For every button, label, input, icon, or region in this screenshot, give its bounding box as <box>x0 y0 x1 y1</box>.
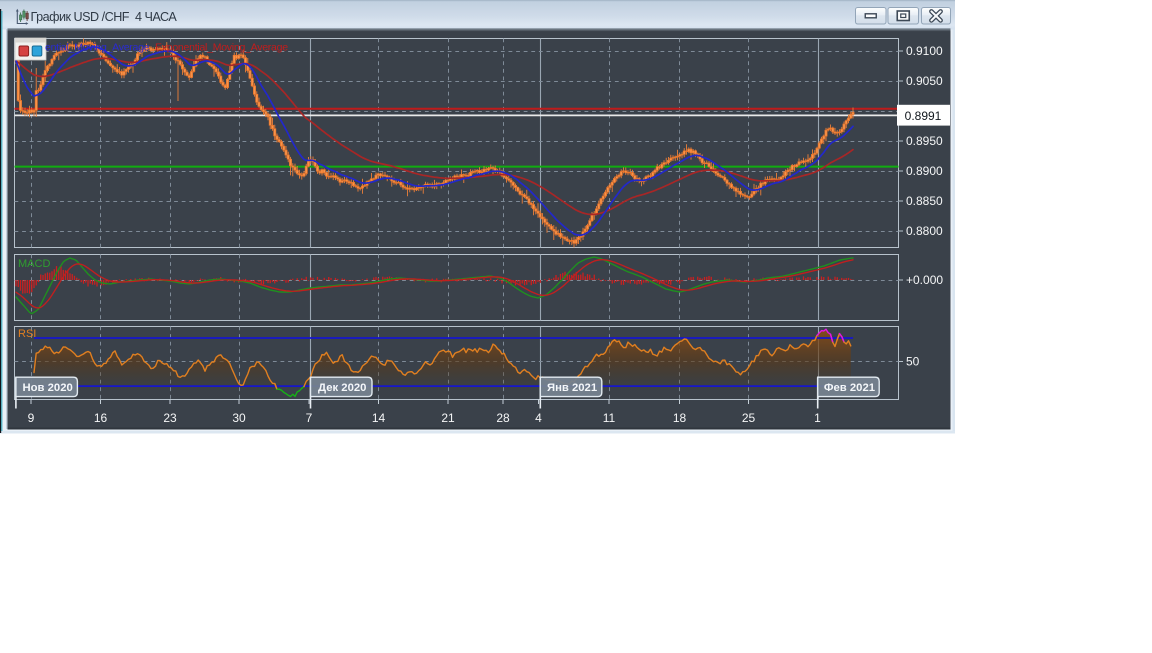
svg-text:28: 28 <box>496 411 510 425</box>
svg-text:Exponential_Moving_Average: Exponential_Moving_Average <box>155 42 288 54</box>
svg-text:0.8900: 0.8900 <box>906 164 943 178</box>
svg-text:0.9100: 0.9100 <box>906 44 943 58</box>
svg-text:11: 11 <box>603 411 616 425</box>
svg-text:0.8950: 0.8950 <box>906 134 943 148</box>
svg-text:0.8850: 0.8850 <box>906 194 943 208</box>
svg-text:7: 7 <box>306 411 313 425</box>
svg-text:Фев 2021: Фев 2021 <box>824 382 875 394</box>
svg-text:0.8800: 0.8800 <box>906 224 943 238</box>
svg-text:Дек 2020: Дек 2020 <box>318 382 366 394</box>
svg-text:Нов 2020: Нов 2020 <box>23 382 73 394</box>
svg-text:30: 30 <box>232 411 246 425</box>
svg-text:0.9050: 0.9050 <box>906 74 943 88</box>
svg-text:Янв 2021: Янв 2021 <box>547 382 597 394</box>
svg-text:23: 23 <box>163 411 177 425</box>
svg-text:RSI: RSI <box>18 328 36 340</box>
svg-text:+0.000: +0.000 <box>906 273 943 287</box>
svg-text:1: 1 <box>814 411 821 425</box>
svg-text:MACD: MACD <box>18 258 50 270</box>
svg-text:График USD /CHF 4 ЧАСА: График USD /CHF 4 ЧАСА <box>31 10 178 24</box>
svg-text:0.8991: 0.8991 <box>905 109 942 123</box>
svg-text:14: 14 <box>372 411 386 425</box>
svg-text:50: 50 <box>906 355 920 369</box>
svg-text:25: 25 <box>742 411 756 425</box>
svg-text:ential_Moving_Average: ential_Moving_Average <box>45 42 150 54</box>
svg-text:9: 9 <box>28 411 35 425</box>
svg-text:21: 21 <box>441 411 455 425</box>
svg-text:16: 16 <box>94 411 108 425</box>
svg-text:4: 4 <box>535 411 542 425</box>
svg-text:18: 18 <box>673 411 687 425</box>
